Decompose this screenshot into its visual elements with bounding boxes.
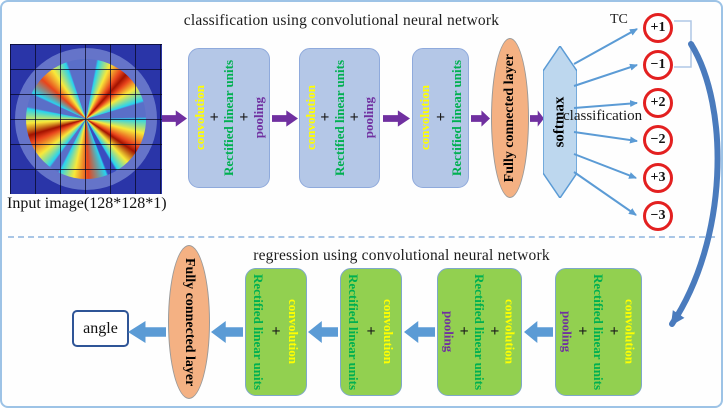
plus-sign: + [490,323,500,340]
conv-block-label: Rectified linear units [251,273,267,391]
class-output-minus3: −3 [643,201,673,231]
plus-sign: + [271,323,281,340]
input-image-grid [10,44,162,194]
conv-block-label: Rectified linear units [591,273,606,391]
conv-block-label: convolution [380,299,396,365]
classification-to-regression-curve-arrow-icon [669,41,721,327]
section-divider [8,236,715,238]
conv-block-label: pooling [251,97,267,139]
regression-conv-block-1: Rectified linear units + convolution [245,268,307,396]
plus-sign: + [349,109,359,126]
regression-conv-block-2: Rectified linear units + convolution [340,268,402,396]
plus-sign: + [320,109,330,126]
input-image-label: Input image(128*128*1) [7,195,167,212]
flow-arrow-right-icon [383,110,410,127]
conv-block-label: convolution [302,85,318,151]
fully-connected-layer-bottom: Fully connected layer [168,245,210,399]
input-image [10,44,162,194]
plus-sign: + [609,323,619,340]
classification-branch-label: classification [563,108,643,124]
conv-block-label: Rectified linear units [471,273,487,391]
regression-title: regression using convolutional neural ne… [253,247,550,264]
flow-arrow-right-icon [162,110,187,127]
conv-block-label: convolution [285,299,301,365]
fully-connected-layer-top: Fully connected layer [491,38,529,198]
fully-connected-label: Fully connected layer [182,257,197,387]
class-output-plus3: +3 [643,163,673,193]
conv-block-label: Rectified linear units [221,59,237,177]
conv-block-1: convolution + Rectified linear units + p… [188,48,270,188]
flow-arrow-right-icon [530,110,544,127]
conv-block-label: Rectified linear units [449,59,465,177]
fully-connected-label: Fully connected layer [502,53,517,183]
class-output-plus2: +2 [643,88,673,118]
plus-sign: + [239,109,249,126]
conv-block-label: pooling [361,97,377,139]
conv-block-label: Rectified linear units [346,273,362,391]
angle-output-box: angle [72,310,129,347]
flow-arrow-left-icon [524,320,553,344]
plus-sign: + [578,323,588,340]
conv-block-label: pooling [559,311,575,353]
flow-arrow-right-icon [272,110,298,127]
tc-label: TC [610,12,628,27]
class-output-minus2: −2 [643,125,673,155]
flow-arrow-left-icon [404,320,435,344]
conv-block-2: convolution + Rectified linear units + p… [299,48,380,188]
flow-arrow-left-icon [128,320,166,344]
class-output-minus1: −1 [643,50,673,80]
conv-block-label: convolution [622,299,638,365]
conv-block-label: convolution [191,85,207,151]
flow-arrow-left-icon [308,320,338,344]
conv-block-label: convolution [502,299,518,365]
classification-title: classification using convolutional neura… [183,12,500,29]
conv-block-label: Rectified linear units [332,59,347,177]
class-output-plus1: +1 [643,13,673,43]
regression-conv-block-3: pooling + Rectified linear units + convo… [437,268,522,396]
flow-arrow-right-icon [471,110,490,127]
plus-sign: + [366,323,376,340]
plus-sign: + [459,323,469,340]
regression-conv-block-4: pooling + Rectified linear units + convo… [555,268,642,396]
conv-block-3: convolution + Rectified linear units [412,48,469,188]
plus-sign: + [435,109,446,126]
conv-block-label: convolution [416,85,432,151]
plus-sign: + [209,109,219,126]
flow-arrow-left-icon [211,320,243,344]
conv-block-label: pooling [441,311,457,353]
